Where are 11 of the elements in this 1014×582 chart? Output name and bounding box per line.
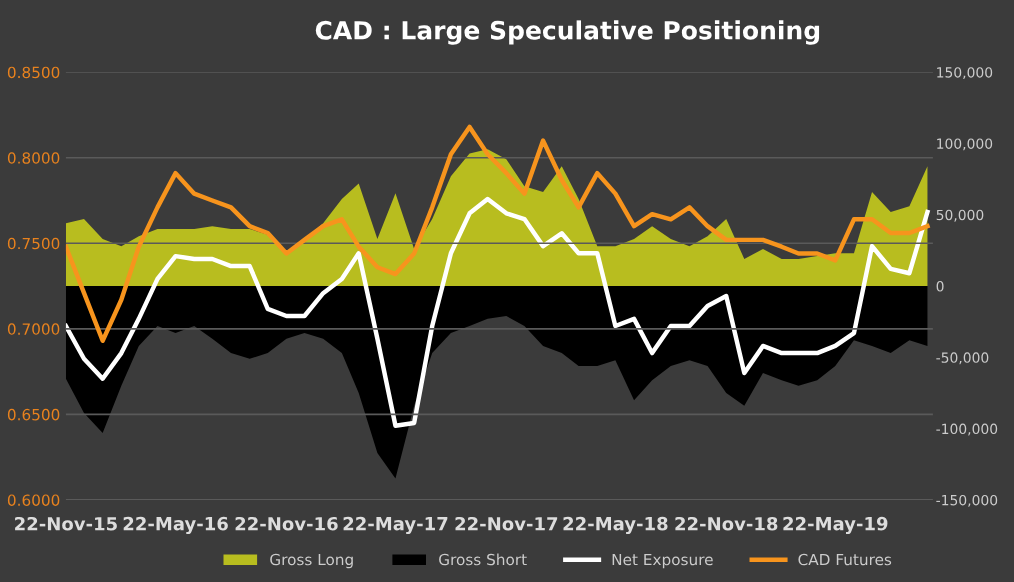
- x-tick-label: 22-May-19: [783, 516, 888, 535]
- x-tick-label: 22-Nov-15: [15, 516, 117, 531]
- x-tick-label: 22-Nov-18: [675, 516, 778, 531]
- line-series: [65, 196, 930, 429]
- x-tick-label: 22-Nov-17: [455, 516, 558, 531]
- line-series: [65, 124, 930, 344]
- x-tick-label: 22-May-17: [343, 516, 448, 535]
- x-tick-label: 22-May-18: [563, 516, 668, 535]
- x-tick-label: 22-May-16: [123, 516, 228, 535]
- x-tick-label: 22-Nov-16: [235, 516, 338, 531]
- chart-title: CAD : Large Speculative Positioning: [315, 20, 820, 45]
